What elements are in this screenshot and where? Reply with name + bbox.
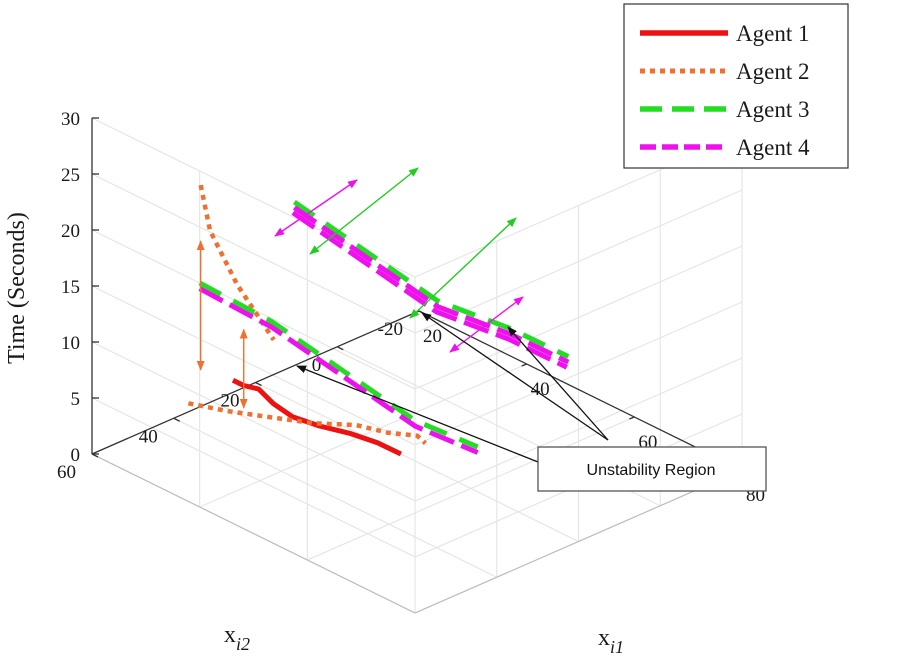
z-axis-label: Time (Seconds) [4,212,30,364]
y-tick-label: 40 [139,426,158,447]
z-tick-label: 10 [61,333,80,354]
series-2-line-1 [198,184,276,342]
y-tick-label: 0 [312,355,322,376]
right-floor-edge [414,469,743,614]
tick-mark [336,346,344,351]
y-grid-floor [173,417,497,578]
y-grid-floor [255,382,579,542]
axis-panes [92,118,742,613]
z-tick-label: 25 [61,165,80,186]
callout-arrow-agent1 [296,365,539,463]
tick-mark [255,381,262,387]
tick-mark [629,416,635,420]
series-3-line-1 [198,280,479,450]
callout-arrow-agent4 [507,326,609,441]
x-axis-label-subscript: i1 [610,637,624,657]
legend-label-3: Agent 3 [736,97,809,122]
z-tick-label: 20 [61,221,80,242]
y-tick-label: 60 [57,462,76,483]
annotation-box: Unstability Region [537,446,767,492]
legend: Agent 1 Agent 2 Agent 3 Agent 4 [623,3,849,169]
y-axis-label: xi2 [224,622,250,654]
tick-mark [173,417,181,422]
y-axis-label-base: x [224,622,236,648]
y-tick-label: -20 [378,319,403,340]
callout-arrow-agent3 [421,312,609,441]
z-tick-label: 15 [61,277,80,298]
z-grid-back-wall [91,173,416,334]
tick-mark [521,363,527,367]
legend-label-2: Agent 2 [736,59,809,84]
z-grid-back-wall [91,397,416,558]
z-grid-back-wall [91,285,416,446]
x-tick-label: 20 [423,326,442,347]
z-grid-back-wall [91,341,416,502]
y-axis-label-subscript: i2 [236,634,250,654]
annotation-text: Unstability Region [587,462,716,479]
annotations [196,167,609,463]
z-tick-label: 5 [71,389,81,410]
back-floor-edge [91,453,416,614]
tick-mark [91,453,99,458]
series-4-line-1 [198,286,479,455]
legend-label-1: Agent 1 [736,21,809,46]
instability-arrow-agent3-lower [409,217,517,319]
instability-arrow-agent4-lower [449,296,524,353]
z-tick-label: 30 [61,109,80,130]
x-axis-label: xi1 [598,625,624,657]
series-1-line-1 [231,377,402,457]
z-tick-label: 0 [71,445,81,466]
instability-arrow-agent4-upper [274,179,358,237]
y-tick-label: 20 [221,391,240,412]
x-axis-label-base: x [598,625,610,651]
legend-label-4: Agent 4 [736,135,810,160]
instability-arrow-agent3-upper [309,167,419,255]
x-tick-label: 40 [531,379,550,400]
